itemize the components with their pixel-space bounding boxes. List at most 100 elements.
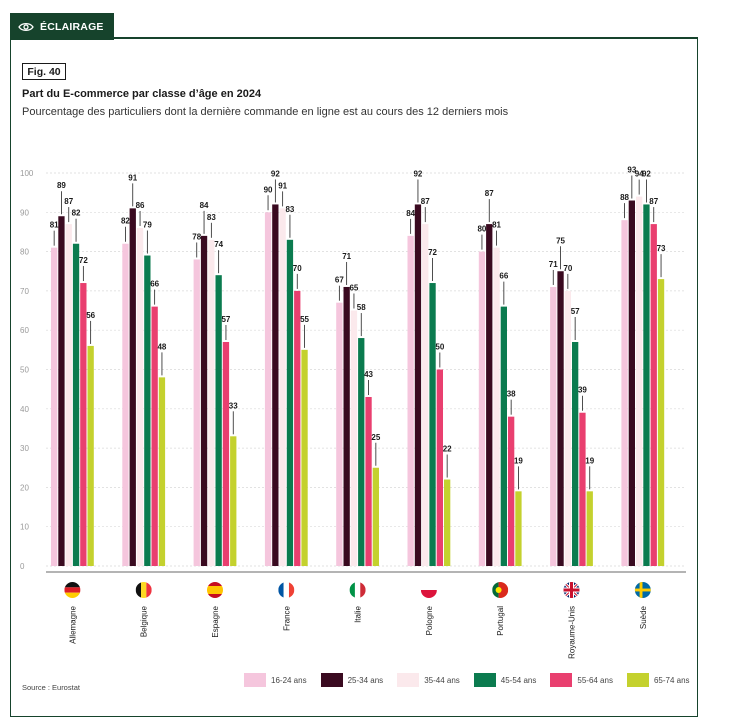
bar (58, 216, 65, 567)
value-label: 92 (271, 169, 280, 178)
bar (301, 349, 308, 566)
value-label: 56 (86, 311, 95, 320)
bar (336, 302, 343, 566)
bar (365, 397, 372, 566)
value-label: 94 (635, 170, 644, 179)
bar (436, 369, 443, 566)
bar (636, 196, 643, 566)
value-label: 87 (421, 197, 430, 206)
value-label: 74 (214, 240, 223, 249)
legend-item: 45-54 ans (473, 673, 536, 687)
bar (414, 204, 422, 566)
y-tick-label: 0 (20, 562, 25, 571)
value-label: 81 (50, 221, 59, 230)
legend-label: 35-44 ans (424, 675, 460, 685)
value-label: 89 (57, 181, 66, 190)
y-tick-label: 10 (20, 523, 29, 532)
bar (564, 290, 571, 566)
legend-label: 16-24 ans (271, 675, 307, 685)
eye-icon (18, 22, 34, 32)
value-label: 75 (556, 236, 565, 245)
value-label: 71 (549, 260, 558, 269)
bar (80, 283, 87, 566)
flag-sweden-icon (634, 582, 651, 598)
value-label: 91 (128, 173, 137, 182)
value-label: 83 (285, 205, 294, 214)
category-label: Italie (354, 605, 363, 622)
bar (158, 377, 166, 566)
bar (493, 247, 500, 567)
value-label: 58 (357, 303, 366, 312)
bar (515, 491, 522, 566)
legend-swatch (397, 673, 420, 687)
bar (51, 247, 58, 567)
bar (72, 243, 80, 567)
bar (350, 310, 358, 566)
bar (572, 341, 579, 566)
bar (650, 224, 657, 566)
legend-label: 55-64 ans (577, 675, 613, 685)
value-label: 72 (79, 256, 88, 265)
bar (136, 228, 144, 566)
value-label: 86 (136, 201, 145, 210)
chart-subtitle: Pourcentage des particuliers dont la der… (22, 106, 509, 118)
category-label: Pologne (425, 605, 434, 635)
value-label: 70 (563, 264, 572, 273)
source-note: Source : Eurostat (22, 683, 80, 692)
bar (500, 306, 507, 566)
category-label: France (282, 605, 291, 630)
category-label: Suède (639, 605, 648, 629)
legend-item: 65-74 ans (626, 673, 690, 687)
value-label: 70 (293, 264, 302, 273)
legend-swatch (550, 673, 573, 687)
value-label: 83 (207, 213, 216, 222)
legend-swatch (320, 673, 343, 687)
value-label: 48 (157, 342, 166, 351)
bar (215, 275, 222, 566)
value-label: 38 (507, 390, 516, 399)
bar (200, 235, 208, 566)
flag-poland-icon (420, 582, 437, 598)
section-tag-label: ÉCLAIRAGE (40, 20, 104, 33)
y-tick-label: 50 (20, 366, 29, 375)
value-label: 87 (485, 189, 494, 198)
y-tick-label: 20 (20, 483, 29, 492)
bar (358, 338, 365, 566)
bar (478, 251, 486, 566)
bar (230, 436, 237, 566)
value-label: 84 (200, 201, 209, 210)
bar (429, 283, 436, 566)
value-label: 88 (620, 193, 629, 202)
chart-legend: 16-24 ans 25-34 ans 35-44 ans 45-54 ans 55-6… (244, 673, 704, 687)
value-label: 57 (571, 307, 580, 316)
y-tick-label: 100 (20, 169, 34, 178)
bar (422, 224, 429, 566)
bar (343, 286, 350, 566)
legend-swatch (626, 673, 649, 687)
figure-number: Fig. 40 (22, 63, 66, 80)
bar (151, 306, 158, 566)
flag-belgium-icon (135, 582, 152, 598)
legend-item: 35-44 ans (397, 673, 460, 687)
chart-title: Part du E-commerce par classe d’âge en 2… (22, 88, 262, 100)
value-label: 19 (514, 456, 523, 465)
value-label: 33 (229, 401, 238, 410)
bar (628, 200, 635, 566)
bar (208, 239, 215, 566)
value-label: 84 (406, 209, 415, 218)
value-label: 39 (578, 386, 587, 395)
y-tick-label: 70 (20, 287, 29, 296)
bar (508, 416, 515, 566)
legend-label: 25-34 ans (347, 675, 384, 685)
bar (486, 224, 493, 566)
value-label: 65 (349, 284, 358, 293)
y-tick-label: 90 (20, 208, 29, 217)
value-label: 92 (642, 169, 651, 178)
value-label: 87 (649, 197, 658, 206)
bar (586, 491, 593, 566)
bar (272, 204, 279, 566)
value-label: 43 (364, 370, 373, 379)
value-label: 66 (150, 280, 159, 289)
flag-germany-icon (64, 582, 81, 598)
